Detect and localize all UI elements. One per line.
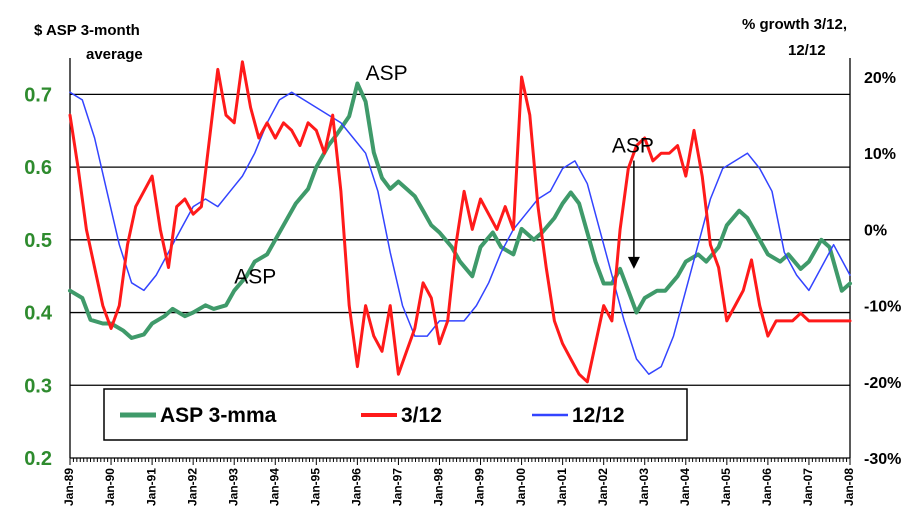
x-tick-label: Jan-05 bbox=[719, 468, 733, 506]
x-tick-label: Jan-00 bbox=[514, 468, 528, 506]
x-tick-labels: Jan-89 Jan-90 Jan-91 Jan-92 Jan-93 Jan-94 Jan-… bbox=[62, 468, 856, 506]
y-right-axis-title-line1: % growth 3/12, bbox=[742, 16, 848, 33]
x-tick-label: Jan-99 bbox=[473, 468, 487, 506]
x-tick-label: Jan-93 bbox=[226, 468, 240, 506]
annotation-label: ASP bbox=[234, 265, 276, 288]
legend-label: 12/12 bbox=[572, 404, 625, 427]
y-right-tick-label: 0% bbox=[864, 222, 887, 239]
y-right-tick-label: 20% bbox=[864, 70, 896, 87]
x-tick-label: Jan-95 bbox=[308, 468, 322, 506]
x-tick-label: Jan-02 bbox=[596, 468, 610, 506]
x-tick-label: Jan-01 bbox=[555, 468, 569, 506]
y-right-tick-label: -30% bbox=[864, 451, 901, 468]
series-line-12-12 bbox=[69, 91, 851, 375]
series-lines bbox=[68, 60, 852, 384]
legend: ASP 3-mma 3/12 12/12 bbox=[103, 388, 688, 441]
annotations: ASP ASP ASP bbox=[234, 62, 654, 289]
x-tick-label: Jan-96 bbox=[350, 468, 364, 506]
y-right-tick-labels: -30% -20% -10% 0% 10% 20% bbox=[864, 70, 901, 468]
y-left-tick-label: 0.4 bbox=[24, 303, 53, 325]
y-left-tick-labels: 0.2 0.3 0.4 0.5 0.6 0.7 bbox=[24, 84, 53, 470]
annotation-label: ASP bbox=[612, 135, 654, 158]
y-right-tick-label: 10% bbox=[864, 146, 896, 163]
y-left-tick-label: 0.3 bbox=[24, 375, 52, 397]
y-left-tick-label: 0.5 bbox=[24, 230, 52, 252]
annotation-label: ASP bbox=[366, 62, 408, 85]
x-tick-label: Jan-91 bbox=[144, 468, 158, 506]
x-tick-label: Jan-03 bbox=[637, 468, 651, 506]
y-right-axis-title-line2: 12/12 bbox=[788, 42, 826, 59]
x-tick-label: Jan-94 bbox=[267, 468, 281, 506]
x-tick-label: Jan-07 bbox=[801, 468, 815, 506]
y-right-tick-label: -20% bbox=[864, 375, 901, 392]
annotation-arrow-head bbox=[627, 256, 640, 269]
y-left-tick-label: 0.2 bbox=[24, 448, 52, 470]
y-left-axis-title-line2: average bbox=[86, 46, 143, 63]
x-tick-label: Jan-89 bbox=[62, 468, 76, 506]
x-tick-label: Jan-92 bbox=[185, 468, 199, 506]
legend-label: ASP 3-mma bbox=[160, 404, 277, 427]
x-axis-ticks bbox=[69, 458, 851, 465]
x-tick-label: Jan-90 bbox=[103, 468, 117, 506]
y-left-tick-label: 0.7 bbox=[24, 84, 52, 106]
x-tick-label: Jan-04 bbox=[678, 468, 692, 506]
series-line-3-12 bbox=[68, 60, 852, 384]
y-right-tick-label: -10% bbox=[864, 299, 901, 316]
legend-label: 3/12 bbox=[401, 404, 442, 427]
y-left-tick-label: 0.6 bbox=[24, 157, 52, 179]
x-tick-label: Jan-08 bbox=[842, 468, 856, 506]
x-tick-label: Jan-06 bbox=[760, 468, 774, 506]
x-tick-label: Jan-97 bbox=[391, 468, 405, 506]
x-tick-label: Jan-98 bbox=[432, 468, 446, 506]
y-left-axis-title-line1: $ ASP 3-month bbox=[34, 22, 140, 39]
